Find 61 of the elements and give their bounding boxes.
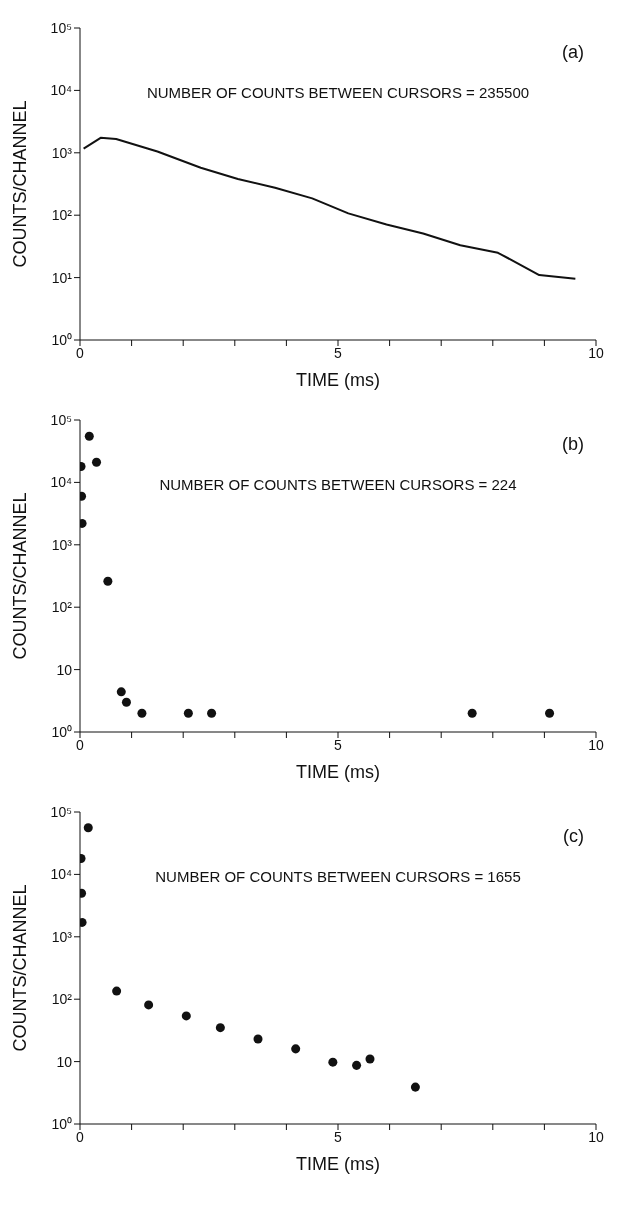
point [84, 431, 94, 441]
y-tick-label: 10³ [51, 536, 73, 553]
y-tick-label: 10⁴ [50, 82, 72, 99]
annotation: (a) [562, 42, 584, 63]
point [215, 1023, 225, 1033]
x-tick-label: 10 [588, 1128, 604, 1145]
point [144, 1000, 154, 1010]
y-tick-label: 10² [51, 599, 73, 616]
x-tick-label: 0 [76, 736, 85, 753]
point [328, 1057, 338, 1067]
y-tick-label: 10⁴ [50, 474, 72, 491]
y-tick-label: 10⁰ [51, 1115, 72, 1132]
point [291, 1044, 301, 1054]
y-tick-label: 10⁴ [50, 866, 72, 883]
line-series [82, 136, 577, 280]
annotation: (b) [562, 434, 584, 455]
point [365, 1054, 375, 1064]
y-tick-label: 10² [51, 207, 73, 224]
annotation: (c) [563, 826, 584, 847]
x-axis-title: TIME (ms) [296, 1154, 380, 1174]
point [112, 986, 122, 996]
y-tick-label: 10⁰ [51, 331, 72, 348]
point [207, 708, 217, 718]
point [103, 576, 113, 586]
annotation: NUMBER OF COUNTS BETWEEN CURSORS = 235500 [145, 84, 531, 101]
y-tick-label: 10³ [51, 144, 73, 161]
annotation: NUMBER OF COUNTS BETWEEN CURSORS = 1655 [154, 868, 522, 885]
x-axis-title: TIME (ms) [296, 762, 380, 782]
point [545, 708, 555, 718]
x-tick-label: 0 [76, 1128, 85, 1145]
point [183, 708, 193, 718]
y-axis-title: COUNTS/CHANNEL [10, 492, 31, 660]
point [121, 697, 131, 707]
y-tick-label: 10⁰ [51, 723, 72, 740]
point [181, 1011, 191, 1021]
point [92, 457, 102, 467]
point [410, 1082, 420, 1092]
y-tick-label: 10⁵ [50, 19, 72, 36]
point [116, 687, 126, 697]
x-tick-label: 5 [334, 344, 343, 361]
x-tick-label: 0 [76, 344, 85, 361]
x-tick-label: 10 [588, 344, 604, 361]
y-tick-label: 10 [56, 661, 73, 678]
point [253, 1034, 263, 1044]
y-tick-label: 10⁵ [50, 411, 72, 428]
y-tick-label: 10⁵ [50, 803, 72, 820]
point [83, 823, 93, 833]
x-tick-label: 10 [588, 736, 604, 753]
x-tick-label: 5 [334, 1128, 343, 1145]
point [467, 708, 477, 718]
annotation: NUMBER OF COUNTS BETWEEN CURSORS = 224 [158, 476, 518, 493]
y-axis-title: COUNTS/CHANNEL [10, 100, 31, 268]
y-tick-label: 10³ [51, 928, 73, 945]
y-tick-label: 10² [51, 991, 73, 1008]
point [352, 1060, 362, 1070]
y-axis-title: COUNTS/CHANNEL [10, 884, 31, 1052]
point [137, 708, 147, 718]
x-axis-title: TIME (ms) [296, 370, 380, 390]
x-tick-label: 5 [334, 736, 343, 753]
y-tick-label: 10¹ [51, 269, 73, 286]
y-tick-label: 10 [56, 1053, 73, 1070]
